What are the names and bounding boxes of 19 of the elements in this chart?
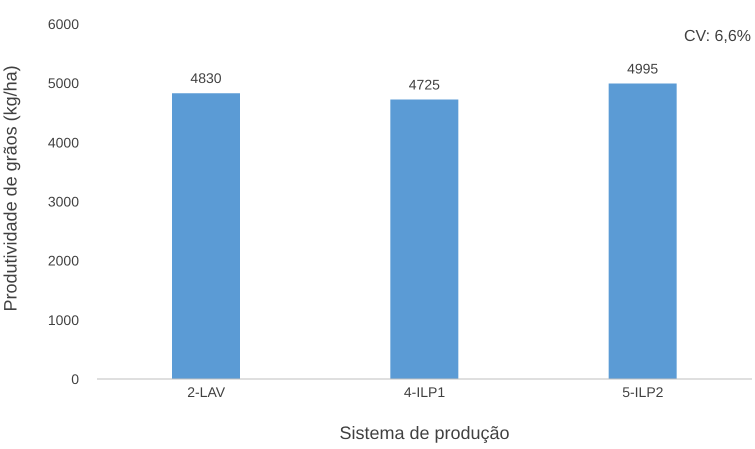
- y-tick-label: 3000: [48, 193, 80, 210]
- x-tick-label: 4-ILP1: [404, 384, 446, 400]
- data-label: 4830: [190, 70, 222, 86]
- bar: [608, 83, 677, 379]
- y-tick-label: 4000: [48, 134, 80, 150]
- x-tick-label: 5-ILP2: [622, 384, 664, 400]
- y-tick-label: 1000: [48, 312, 80, 328]
- y-tick-label: 6000: [48, 16, 80, 32]
- y-tick-label: 2000: [48, 252, 80, 269]
- data-label: 4725: [408, 76, 440, 92]
- x-axis-title: Sistema de produção: [339, 423, 510, 443]
- data-label: 4995: [627, 60, 658, 76]
- annotation: CV: 6,6%: [684, 28, 751, 46]
- bar: [390, 99, 458, 379]
- x-tick-label: 2-LAV: [187, 384, 226, 400]
- y-axis-title: Produtividade de grãos (kg/ha): [0, 65, 20, 312]
- bar: [172, 93, 240, 379]
- y-tick-label: 0: [71, 370, 80, 387]
- y-tick-label: 5000: [48, 75, 80, 92]
